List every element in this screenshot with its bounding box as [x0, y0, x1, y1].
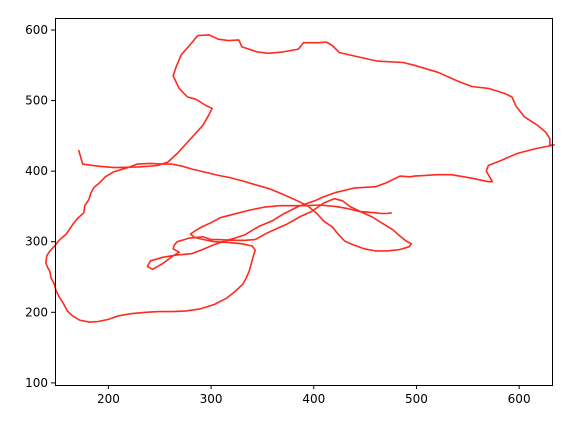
y-tick-label: 100: [25, 376, 48, 390]
y-tick-label: 300: [25, 235, 48, 249]
y-tick-label: 200: [25, 305, 48, 319]
x-tick-label: 400: [302, 392, 325, 406]
x-tick-label: 500: [405, 392, 428, 406]
y-axis: 100 200 300 400 500 600: [25, 23, 55, 390]
y-tick-label: 600: [25, 23, 48, 37]
y-tick-label: 400: [25, 164, 48, 178]
x-tick-label: 300: [200, 392, 223, 406]
series-line-0: [44, 34, 555, 324]
plot-frame: [55, 18, 553, 386]
x-tick-label: 200: [97, 392, 120, 406]
series-layer: [44, 34, 555, 324]
x-tick-label: 600: [508, 392, 531, 406]
x-axis: 200 300 400 500 600: [97, 385, 531, 406]
y-tick-label: 500: [25, 94, 48, 108]
